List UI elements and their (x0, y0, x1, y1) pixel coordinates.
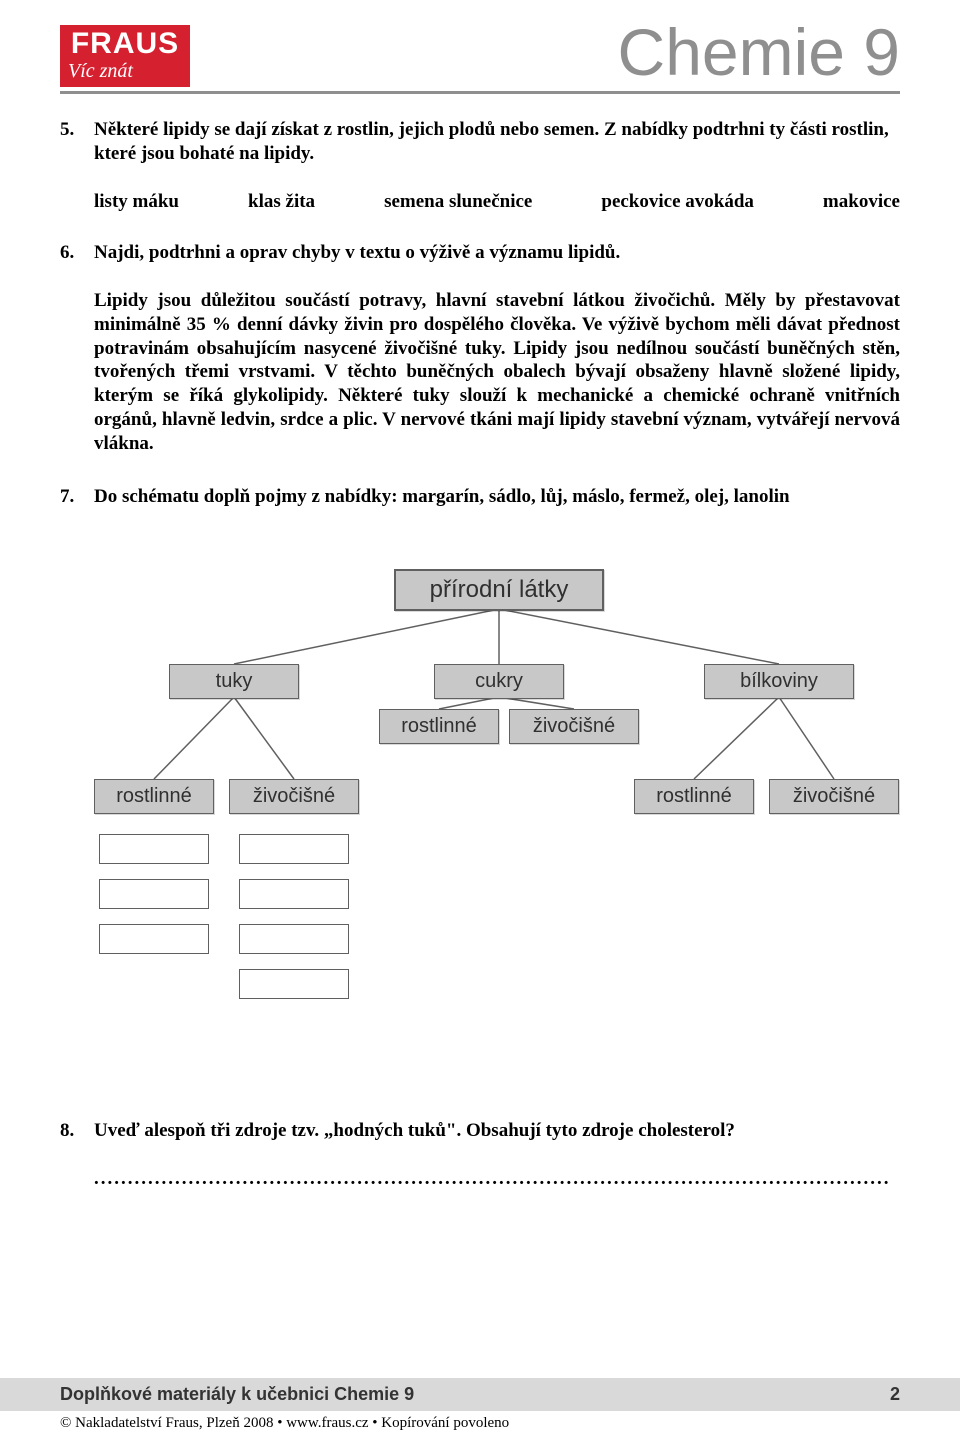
q7-text: Do schématu doplň pojmy z nabídky: marga… (94, 485, 900, 509)
q5-option: semena slunečnice (384, 190, 532, 214)
page-header: FRAUS Víc znát Chemie 9 (60, 25, 900, 87)
node-cukry-zivocisne: živočišné (509, 709, 639, 744)
header-divider (60, 91, 900, 94)
node-bilkoviny: bílkoviny (704, 664, 854, 699)
footer-copyright: © Nakladatelství Fraus, Plzeň 2008 • www… (0, 1411, 960, 1446)
logo: FRAUS Víc znát (60, 25, 190, 87)
q8-answer-line: ........................................… (94, 1167, 900, 1191)
node-tuky-zivocisne: živočišné (229, 779, 359, 814)
logo-bottom: Víc znát (60, 59, 190, 87)
question-5: 5. Některé lipidy se dají získat z rostl… (60, 118, 900, 166)
blank-box (239, 969, 349, 999)
q8-text: Uveď alespoň tři zdroje tzv. „hodných tu… (94, 1119, 900, 1143)
q5-option: makovice (823, 190, 900, 214)
node-tuky: tuky (169, 664, 299, 699)
q5-option: peckovice avokáda (601, 190, 754, 214)
logo-top: FRAUS (60, 25, 190, 61)
q8-number: 8. (60, 1119, 94, 1143)
diagram: přírodní látky tuky cukry bílkoviny rost… (94, 569, 900, 1039)
blank-box (239, 924, 349, 954)
footer-bar: Doplňkové materiály k učebnici Chemie 9 … (0, 1378, 960, 1411)
footer-title: Doplňkové materiály k učebnici Chemie 9 (60, 1384, 414, 1405)
node-root: přírodní látky (394, 569, 604, 611)
page-title: Chemie 9 (618, 19, 900, 85)
node-bilk-zivocisne: živočišné (769, 779, 899, 814)
q6-paragraph: Lipidy jsou důležitou součástí potravy, … (94, 289, 900, 455)
q7-number: 7. (60, 485, 94, 509)
blank-box (99, 879, 209, 909)
q5-text: Některé lipidy se dají získat z rostlin,… (94, 118, 900, 166)
q5-option: klas žita (248, 190, 315, 214)
question-8: 8. Uveď alespoň tři zdroje tzv. „hodných… (60, 1119, 900, 1143)
question-6: 6. Najdi, podtrhni a oprav chyby v textu… (60, 241, 900, 265)
q6-text: Najdi, podtrhni a oprav chyby v textu o … (94, 241, 900, 265)
q5-number: 5. (60, 118, 94, 166)
blank-box (239, 834, 349, 864)
q6-number: 6. (60, 241, 94, 265)
node-cukry-rostlinne: rostlinné (379, 709, 499, 744)
question-7: 7. Do schématu doplň pojmy z nabídky: ma… (60, 485, 900, 509)
blank-box (239, 879, 349, 909)
node-tuky-rostlinne: rostlinné (94, 779, 214, 814)
blank-box (99, 924, 209, 954)
blank-box (99, 834, 209, 864)
footer: Doplňkové materiály k učebnici Chemie 9 … (0, 1378, 960, 1446)
footer-page-number: 2 (890, 1384, 900, 1405)
node-bilk-rostlinne: rostlinné (634, 779, 754, 814)
node-cukry: cukry (434, 664, 564, 699)
q5-option: listy máku (94, 190, 179, 214)
q5-options: listy máku klas žita semena slunečnice p… (94, 190, 900, 214)
